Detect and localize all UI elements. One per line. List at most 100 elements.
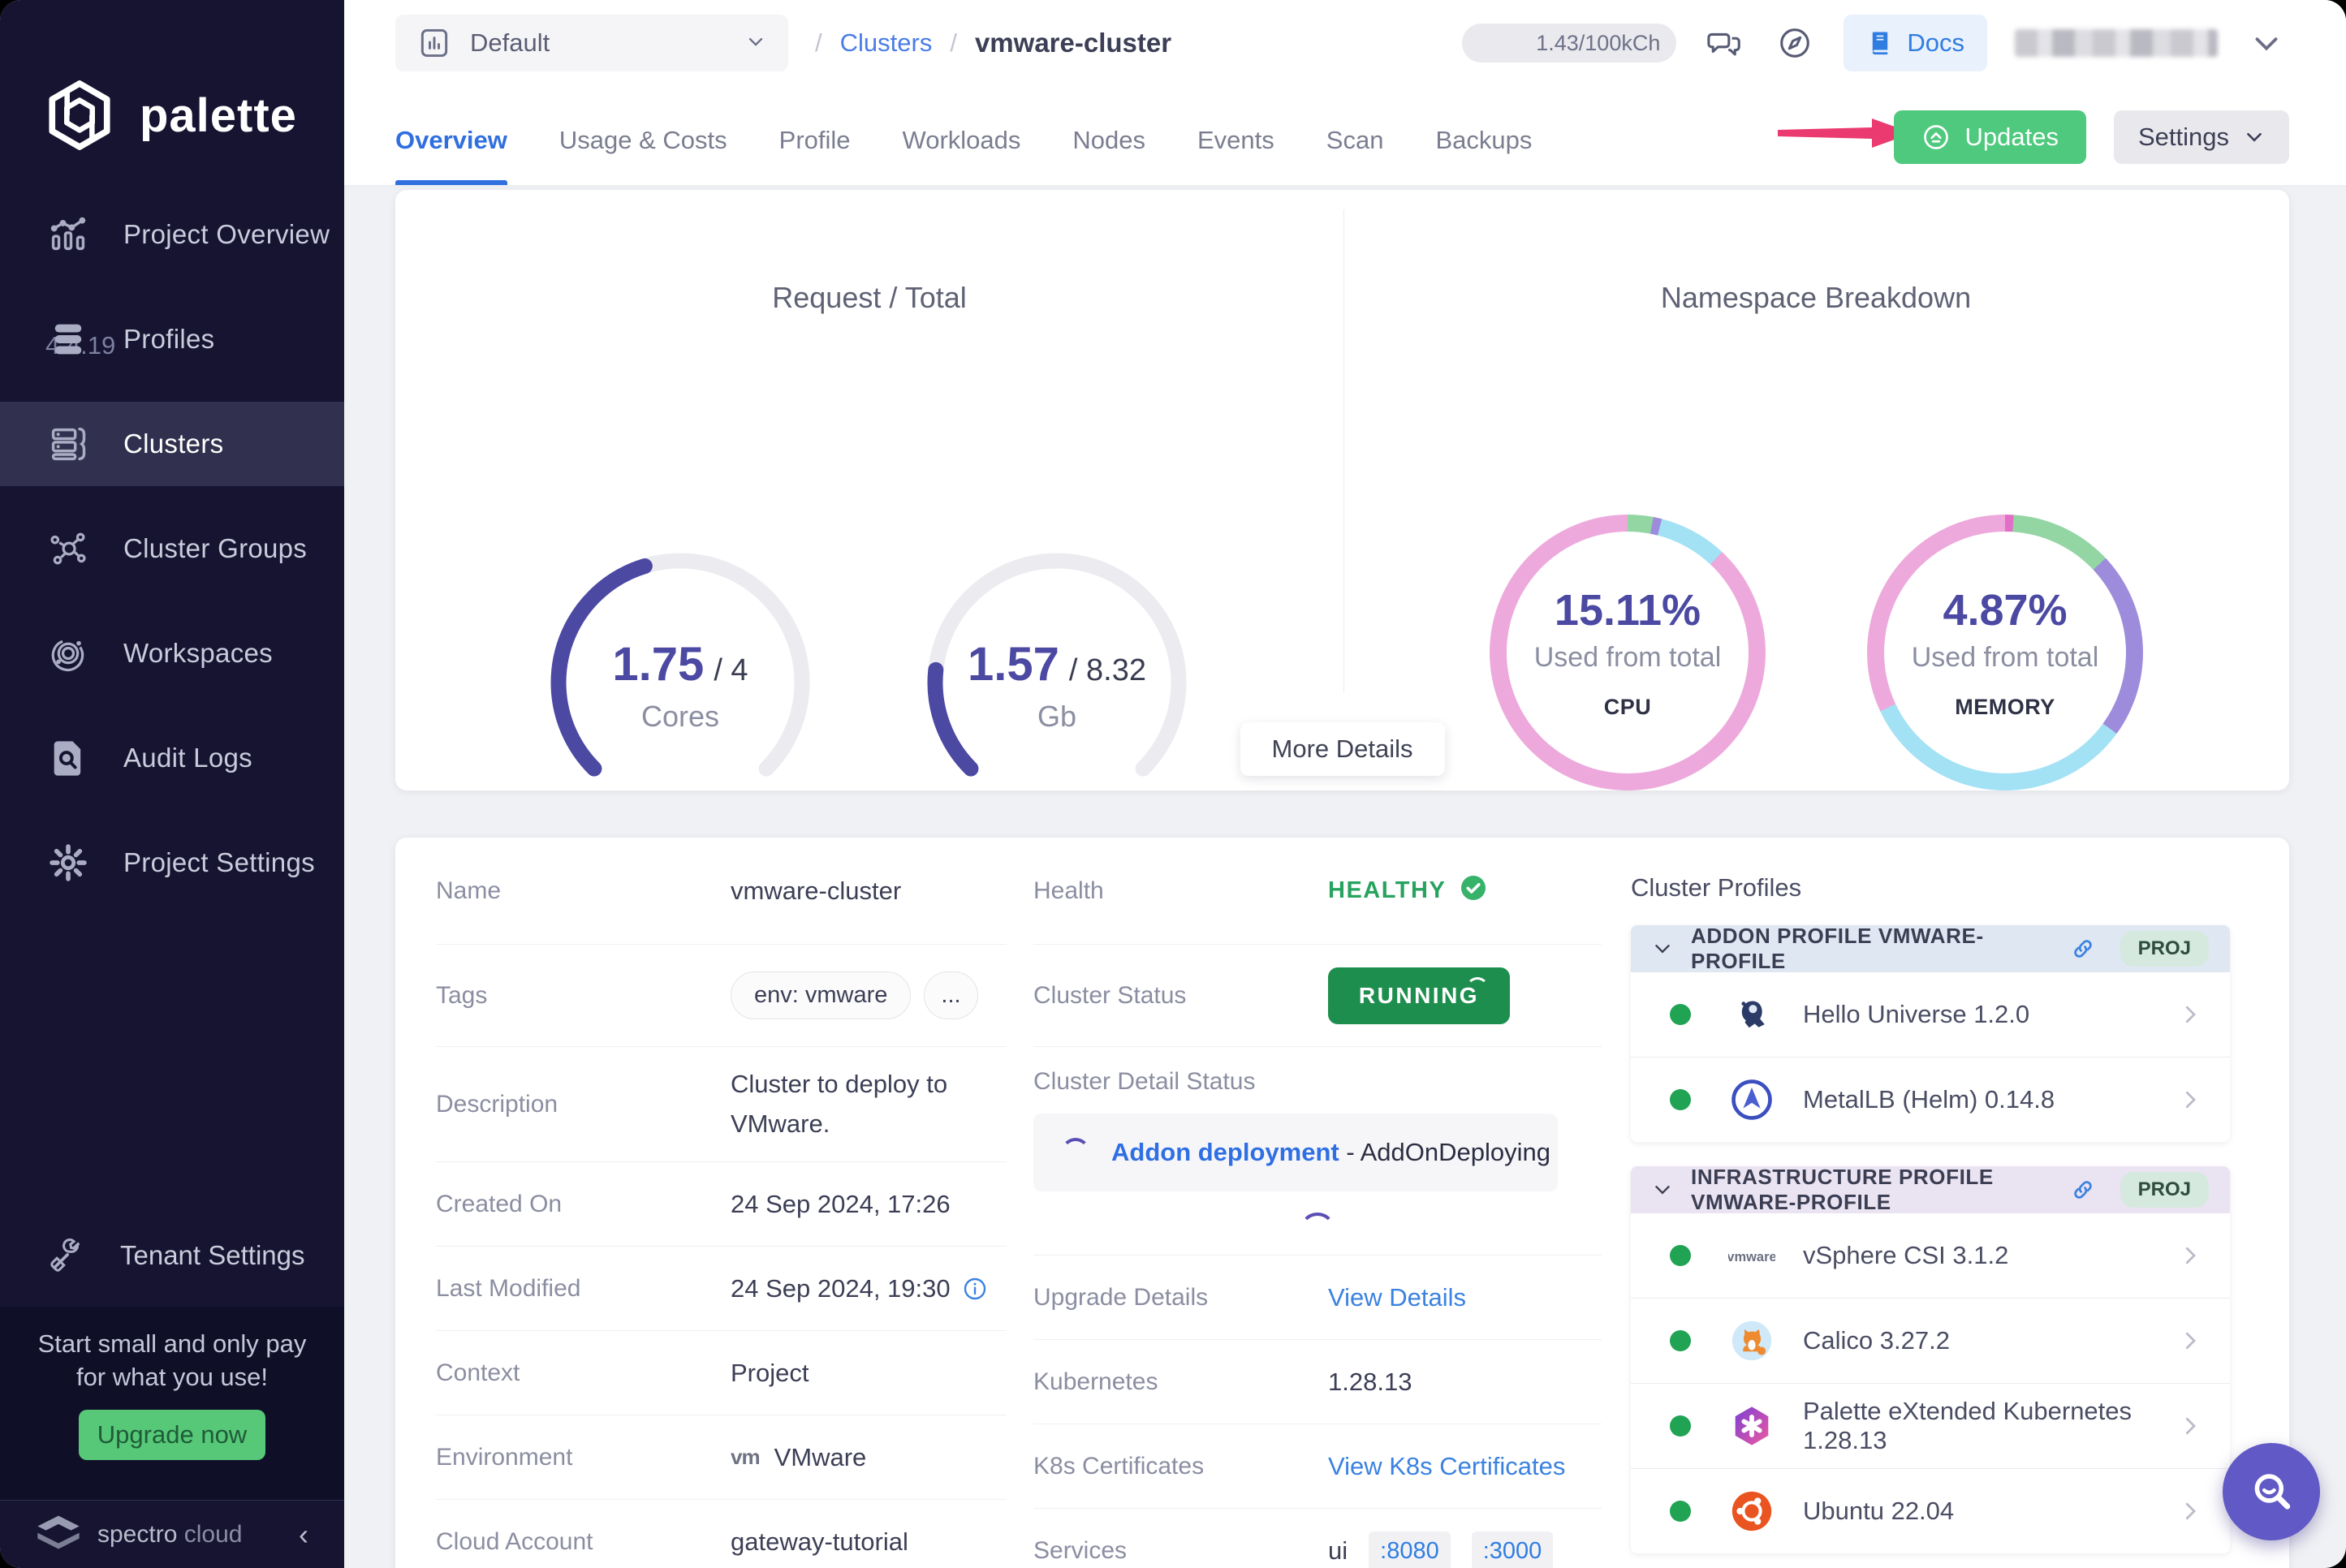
link-icon[interactable] (2070, 1177, 2096, 1203)
breadcrumb: / Clusters / vmware-cluster (815, 15, 1171, 71)
tab-events[interactable]: Events (1197, 126, 1274, 154)
profile-pack-row[interactable]: Palette eXtended Kubernetes 1.28.13 (1631, 1384, 2230, 1469)
user-menu-chevron-icon[interactable] (2245, 22, 2288, 64)
settings-label: Settings (2137, 123, 2229, 151)
tab-profile[interactable]: Profile (778, 126, 851, 154)
breadcrumb-clusters-link[interactable]: Clusters (839, 28, 933, 57)
profile-pack-row[interactable]: MetalLB (Helm) 0.14.8 (1631, 1058, 2230, 1142)
sidebar-footer: spectro cloud ‹ (0, 1500, 344, 1568)
sidebar-item-label: Project Overview (123, 219, 330, 249)
detail-row-label: Created On (436, 1190, 563, 1217)
sidebar-item-label: Cluster Groups (123, 533, 308, 563)
tab-backups[interactable]: Backups (1435, 126, 1533, 154)
status-dot (1670, 1245, 1691, 1266)
service-name: ui (1328, 1536, 1348, 1565)
view-details-link[interactable]: View Details (1328, 1282, 1467, 1312)
detail-row-label: Kubernetes (1033, 1368, 1158, 1395)
detail-row-cloud-account: Cloud Account gateway-tutorial (436, 1500, 1007, 1568)
project-selector[interactable]: Default (395, 15, 788, 71)
updates-button[interactable]: Updates (1893, 110, 2086, 164)
tag-pill[interactable]: ... (924, 971, 978, 1019)
tab-usage-costs[interactable]: Usage & Costs (558, 126, 727, 154)
sidebar-item-clusters[interactable]: Clusters (0, 402, 344, 486)
detail-row-value: 1.28.13 (1328, 1367, 1412, 1396)
compass-icon[interactable] (1774, 22, 1816, 64)
sidebar-item-cluster-groups[interactable]: Cluster Groups (0, 506, 344, 591)
sidebar-item-audit-logs[interactable]: Audit Logs (0, 716, 344, 800)
detail-row-label: Upgrade Details (1033, 1283, 1209, 1311)
donut-percent: 4.87% (1943, 586, 2068, 635)
profile-section-header[interactable]: ADDON PROFILE VMWARE-PROFILE PROJ (1631, 924, 2230, 973)
view-k8s-certificates-link[interactable]: View K8s Certificates (1328, 1451, 1566, 1480)
tab-workloads[interactable]: Workloads (902, 126, 1021, 154)
sidebar-item-project-overview[interactable]: Project Overview (0, 192, 344, 277)
vmware-logo: vm (731, 1445, 761, 1469)
donut-caption: MEMORY (1955, 695, 2055, 719)
profile-pack-row[interactable]: vmware vSphere CSI 3.1.2 (1631, 1213, 2230, 1299)
detail-row-value: Cluster to deploy to VMware. (731, 1070, 948, 1138)
tag-pill[interactable]: env: vmware (731, 971, 912, 1019)
sidebar-item-label: Tenant Settings (120, 1240, 305, 1270)
details-right-column: Health HEALTHY Cluster Status RUNNING Cluste… (1033, 838, 1602, 1568)
sidebar-item-workspaces[interactable]: Workspaces (0, 611, 344, 696)
sidebar-item-profiles[interactable]: Profiles (0, 297, 344, 381)
sidebar-item-project-settings[interactable]: Project Settings (0, 821, 344, 905)
sidebar-collapse-icon[interactable]: ‹ (299, 1517, 308, 1551)
profile-section-header[interactable]: INFRASTRUCTURE PROFILE VMWARE-PROFILE PRO… (1631, 1165, 2230, 1214)
status-dot (1670, 1501, 1691, 1522)
chat-icon[interactable] (1704, 22, 1746, 64)
cluster-details-card: Name vmware-cluster Tags env: vmware... Desc… (395, 838, 2289, 1568)
detail-row-environment: Environment vm VMware (436, 1415, 1007, 1500)
docs-button[interactable]: Docs (1844, 15, 1987, 71)
detail-row-k8s-certificates: K8s Certificates View K8s Certificates (1033, 1424, 1602, 1509)
profile-pack-row[interactable]: Calico 3.27.2 (1631, 1299, 2230, 1384)
profile-pack-row[interactable]: Hello Universe 1.2.0 (1631, 972, 2230, 1058)
tab-bar: Overview Usage & Costs Profile Workloads Nod… (395, 96, 1532, 185)
detail-row-cluster-detail-status: Cluster Detail Status Addon deployment - … (1033, 1047, 1602, 1256)
chevron-right-icon (2178, 1002, 2202, 1027)
service-port-link[interactable]: :8080 (1369, 1531, 1451, 1568)
detail-row-label: Services (1033, 1537, 1128, 1564)
docs-label: Docs (1907, 28, 1964, 57)
tab-overview[interactable]: Overview (395, 96, 507, 185)
servers-icon (45, 421, 91, 467)
usage-meter: 1.43/100kCh (1462, 24, 1677, 62)
sidebar-item-label: Project Settings (123, 847, 315, 877)
tools-icon (50, 1238, 80, 1272)
cpu-gauge: 1.75/ 4CoresCPU (542, 545, 818, 859)
gauge-value: 1.57 (968, 637, 1059, 691)
detail-row-kubernetes: Kubernetes 1.28.13 (1033, 1340, 1602, 1424)
health-status: HEALTHY (1328, 877, 1447, 903)
chevron-down-icon (2247, 132, 2262, 142)
tab-scan[interactable]: Scan (1326, 126, 1384, 154)
profile-section-title: ADDON PROFILE VMWARE-PROFILE (1691, 924, 1984, 973)
chevron-right-icon (2178, 1088, 2202, 1112)
tab-nodes[interactable]: Nodes (1072, 126, 1145, 154)
detail-row-label: Cloud Account (436, 1528, 593, 1555)
donut-subtitle: Used from total (1911, 642, 2099, 673)
detail-row-last-modified: Last Modified 24 Sep 2024, 19:30 (436, 1247, 1007, 1331)
details-left-column: Name vmware-cluster Tags env: vmware... Desc… (436, 838, 1007, 1568)
pack-label: MetalLB (Helm) 0.14.8 (1803, 1085, 2055, 1114)
help-search-button[interactable] (2223, 1443, 2320, 1540)
orbit-icon (45, 631, 91, 676)
detail-row-label: Tags (436, 981, 488, 1009)
detail-row-label: Environment (436, 1443, 573, 1471)
chevron-right-icon (2178, 1243, 2202, 1268)
sidebar-item-tenant-settings[interactable]: Tenant Settings (0, 1213, 344, 1298)
settings-button[interactable]: Settings (2113, 110, 2289, 164)
detail-row-value: VMware (774, 1442, 867, 1471)
detail-row-cluster-status: Cluster Status RUNNING (1033, 945, 1602, 1047)
upgrade-now-button[interactable]: Upgrade now (79, 1410, 265, 1460)
detail-row-context: Context Project (436, 1331, 1007, 1415)
sidebar-item-label: Profiles (123, 324, 215, 354)
service-port-link[interactable]: :3000 (1471, 1531, 1554, 1568)
spinner-icon (1466, 976, 1489, 1000)
profile-pack-row[interactable]: Ubuntu 22.04 (1631, 1469, 2230, 1553)
gauge-unit: Gb (1037, 699, 1077, 733)
info-icon[interactable] (962, 1276, 988, 1302)
overview-charts-card: Request / Total Namespace Breakdown 1.75… (395, 190, 2289, 859)
link-icon[interactable] (2070, 936, 2096, 962)
breadcrumb-current: vmware-cluster (974, 28, 1172, 58)
more-details-button[interactable]: More Details (1240, 722, 1445, 776)
